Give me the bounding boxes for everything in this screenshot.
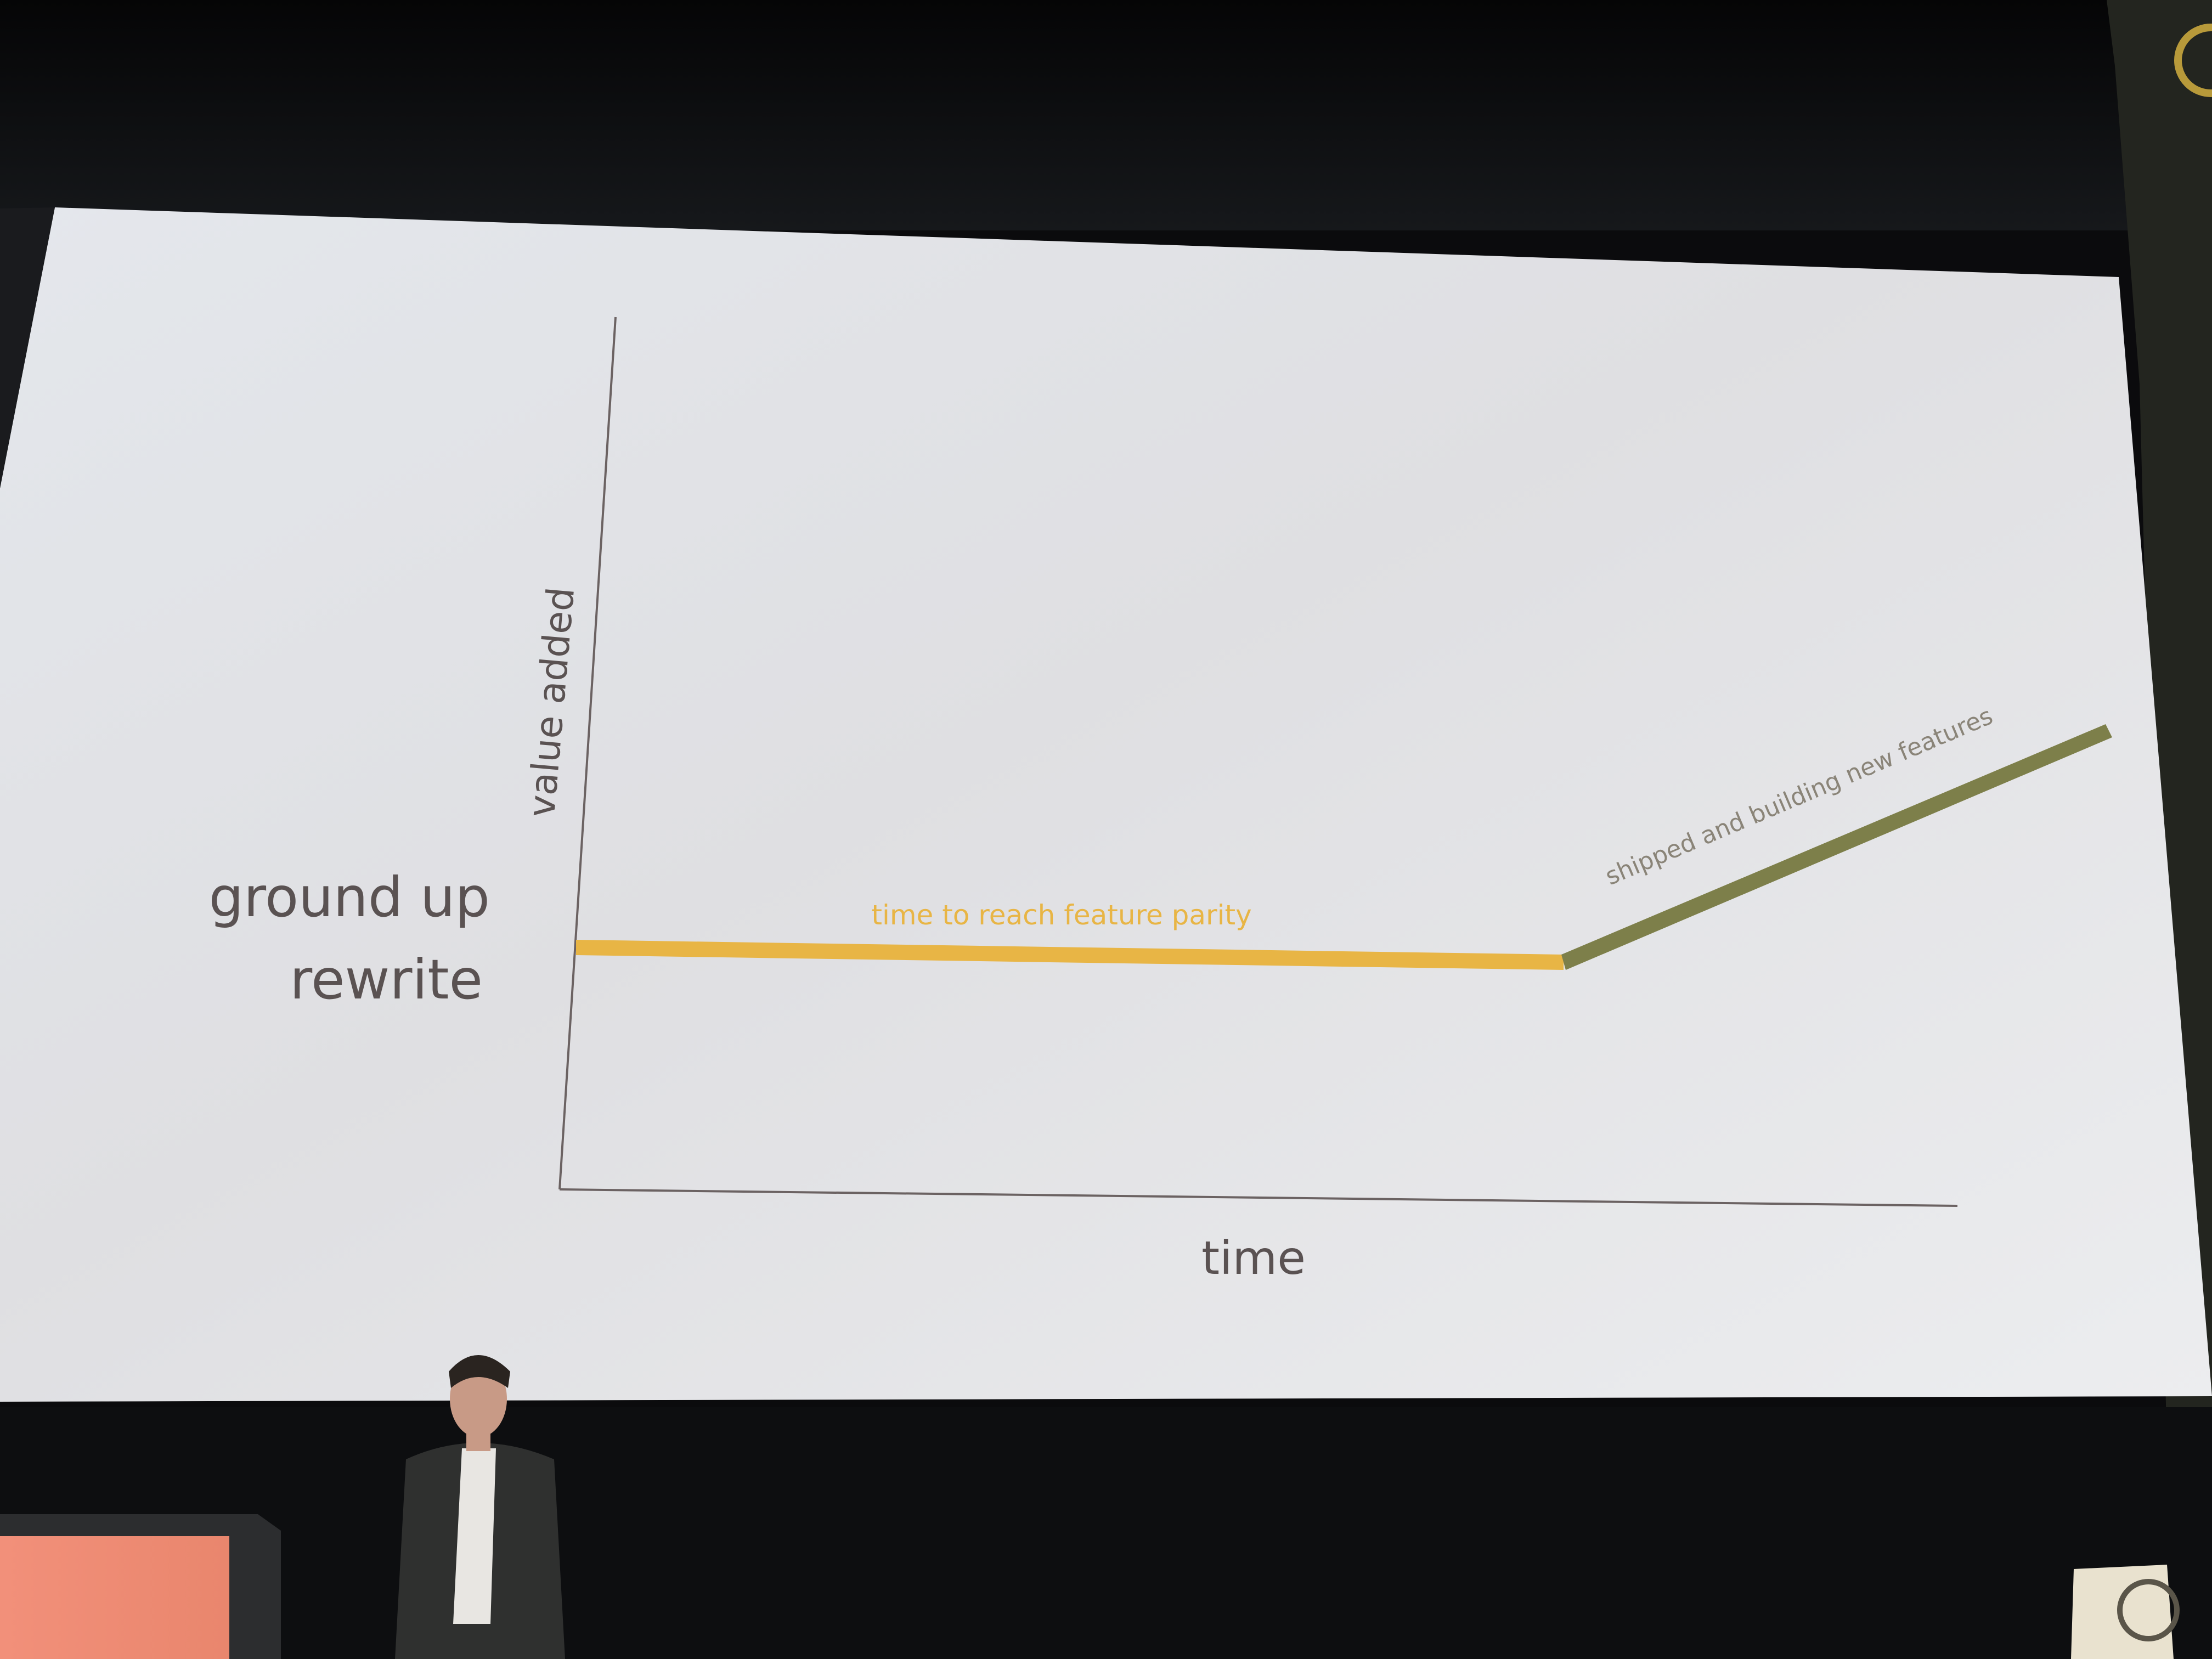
pillar-emblem (2174, 24, 2212, 97)
side-label-line2: rewrite (290, 947, 483, 1012)
screen-shadow-edge (0, 207, 55, 488)
stage-floor (0, 1407, 2212, 1659)
slide-chart: ground up rewrite value added time time … (209, 317, 2112, 1285)
floor-sign (2071, 1565, 2180, 1659)
projection-screen (0, 207, 2212, 1402)
phase1-label: time to reach feature parity (871, 899, 1251, 931)
y-axis (558, 317, 617, 1190)
feature-parity-line (576, 940, 1564, 970)
new-features-line (1561, 724, 2112, 970)
side-label-line1: ground up (209, 865, 490, 929)
speaker-person (395, 1355, 565, 1659)
ceiling-darkness (0, 0, 2212, 230)
x-axis-label: time (1201, 1231, 1306, 1285)
x-axis (559, 1188, 1958, 1207)
podium (0, 1514, 281, 1659)
